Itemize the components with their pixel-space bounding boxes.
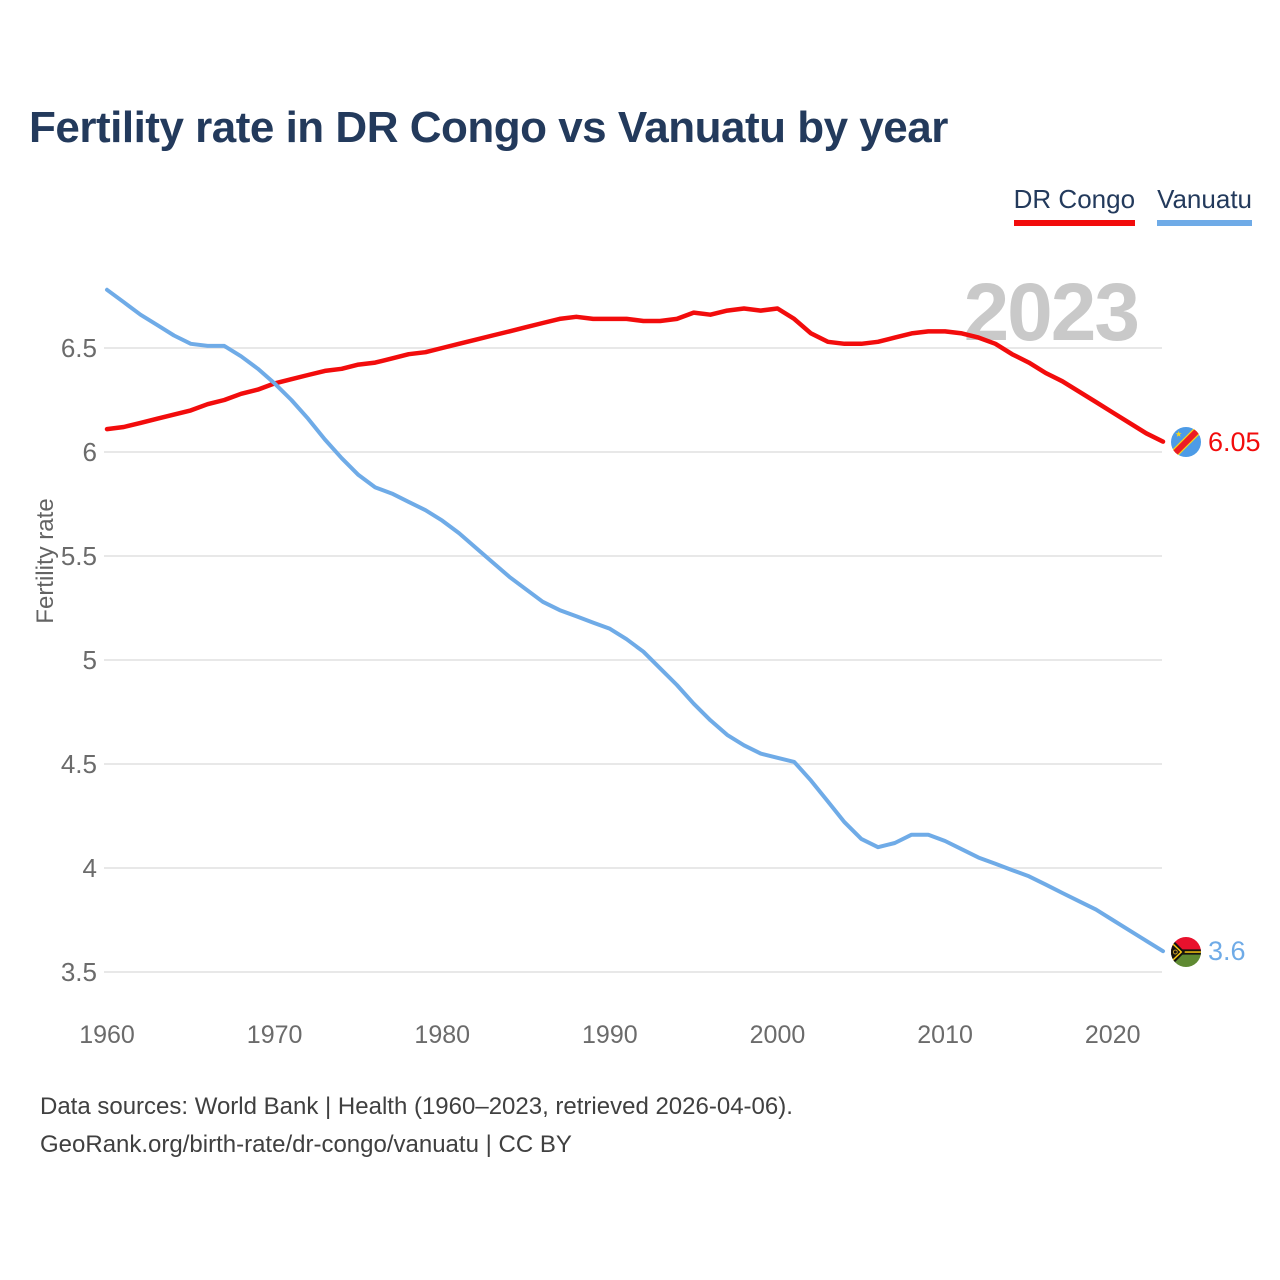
x-tick-label: 1970 — [247, 1021, 303, 1049]
y-tick-label: 5.5 — [61, 541, 97, 571]
x-tick-label: 1990 — [582, 1021, 638, 1049]
footer-sources-line: Data sources: World Bank | Health (1960–… — [40, 1093, 793, 1120]
y-axis-title: Fertility rate — [32, 498, 59, 624]
x-tick-label: 2000 — [750, 1021, 806, 1049]
end-value-vanuatu: 3.6 — [1208, 936, 1246, 967]
x-tick-label: 2020 — [1085, 1021, 1141, 1049]
y-tick-label: 3.5 — [61, 957, 97, 987]
end-value-dr-congo: 6.05 — [1208, 426, 1261, 457]
y-tick-label: 5 — [83, 645, 97, 675]
y-tick-label: 4.5 — [61, 749, 97, 779]
x-tick-label: 2010 — [917, 1021, 973, 1049]
legend: DR Congo Vanuatu — [1013, 184, 1252, 226]
y-tick-label: 6.5 — [61, 333, 97, 363]
x-tick-label: 1960 — [79, 1021, 135, 1049]
page-title: Fertility rate in DR Congo vs Vanuatu by… — [29, 103, 948, 152]
dr-congo-flag-icon — [1171, 427, 1201, 458]
legend-item-dr-congo[interactable]: DR Congo — [1013, 184, 1136, 226]
footer-attribution-line: GeoRank.org/birth-rate/dr-congo/vanuatu … — [40, 1131, 572, 1158]
end-marker-dr-congo: 6.05 — [1171, 427, 1261, 458]
series-line-dr-congo[interactable] — [104, 306, 1166, 444]
y-tick-label: 4 — [83, 853, 97, 883]
x-tick-label: 1980 — [414, 1021, 470, 1049]
end-marker-vanuatu: 3.6 — [1171, 936, 1246, 967]
y-tick-label: 6 — [83, 437, 97, 467]
footer: Data sources: World Bank | Health (1960–… — [40, 1088, 793, 1164]
vanuatu-flag-icon — [1171, 936, 1201, 967]
series-line-vanuatu[interactable] — [105, 287, 1165, 954]
legend-item-vanuatu[interactable]: Vanuatu — [1157, 184, 1252, 226]
